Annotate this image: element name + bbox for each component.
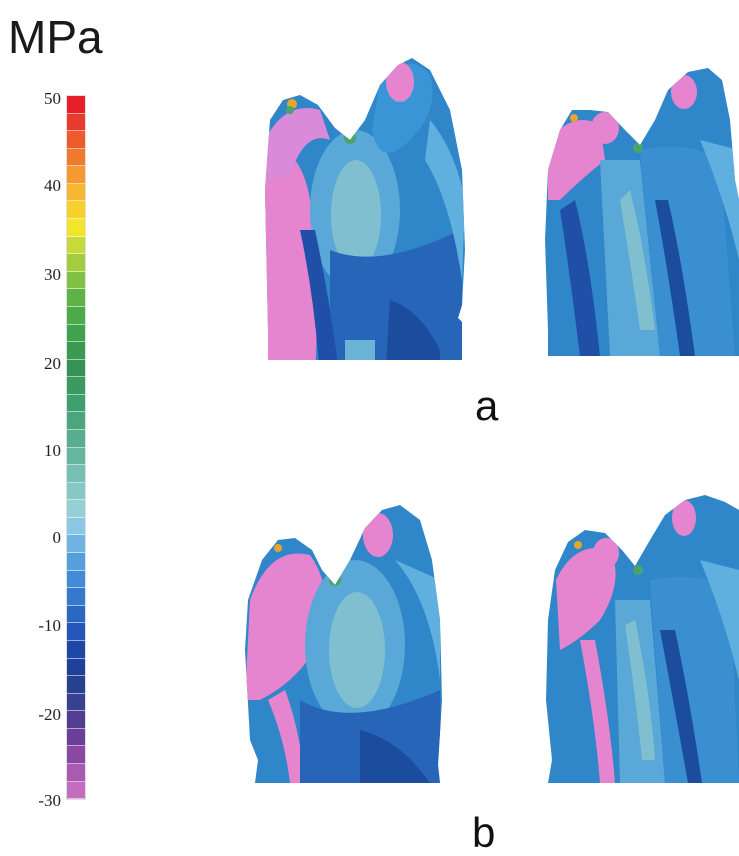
scale-color-segment — [67, 342, 85, 360]
scale-color-segment — [67, 377, 85, 395]
scale-color-segment — [67, 746, 85, 764]
scale-color-segment — [67, 201, 85, 220]
tooth-model-b-left — [245, 505, 442, 783]
panel-label-a: a — [475, 382, 499, 429]
scale-color-segment — [67, 605, 85, 624]
tooth-model-a-right — [545, 68, 739, 356]
scale-color-segment — [67, 500, 85, 518]
scale-tick-label: 40 — [44, 176, 61, 195]
scale-color-segment — [67, 236, 85, 255]
scale-color-segment — [67, 763, 85, 782]
scale-color-segment — [67, 447, 85, 466]
scale-color-segment — [67, 306, 85, 325]
scale-color-segment — [67, 289, 85, 307]
scale-tick-label: -20 — [38, 705, 61, 724]
scale-color-segment — [67, 781, 85, 800]
scale-color-segment — [67, 693, 85, 712]
scale-color-segment — [67, 517, 85, 536]
scale-color-segment — [67, 640, 85, 659]
scale-color-segment — [67, 219, 85, 237]
scale-color-segment — [67, 166, 85, 184]
scale-color-segment — [67, 676, 85, 694]
panel-label-b: b — [472, 809, 496, 856]
scale-tick-label: -10 — [38, 616, 61, 635]
scale-color-segment — [67, 711, 85, 729]
scale-color-segment — [67, 254, 85, 272]
scale-color-segment — [67, 535, 85, 554]
scale-color-segment — [67, 728, 85, 747]
scale-tick-label: 30 — [44, 265, 61, 284]
scale-color-segment — [67, 113, 85, 132]
scale-color-segment — [67, 359, 85, 378]
scale-color-segment — [67, 553, 85, 571]
scale-tick-label: 50 — [44, 89, 61, 108]
scale-color-segment — [67, 96, 85, 114]
scale-color-segment — [67, 271, 85, 290]
scale-color-segment — [67, 394, 85, 413]
scale-color-segment — [67, 429, 85, 448]
scale-color-segment — [67, 623, 85, 641]
scale-color-segment — [67, 183, 85, 202]
scale-color-segment — [67, 482, 85, 501]
scale-tick-label: 10 — [44, 441, 61, 460]
scale-color-segment — [67, 658, 85, 677]
scale-color-segment — [67, 412, 85, 430]
tooth-model-b-right — [546, 495, 739, 783]
scale-color-segment — [67, 131, 85, 149]
scale-color-segment — [67, 570, 85, 589]
scale-color-segment — [67, 465, 85, 483]
scale-tick-label: 20 — [44, 354, 61, 373]
scale-color-segment — [67, 324, 85, 343]
scale-color-segment — [67, 148, 85, 167]
scale-color-segment — [67, 588, 85, 606]
color-scale-bar — [66, 95, 86, 800]
unit-label: MPa — [8, 11, 103, 63]
scale-tick-label: 0 — [52, 528, 62, 547]
tooth-model-a-left — [265, 58, 465, 360]
scale-tick-label: -30 — [38, 791, 61, 810]
